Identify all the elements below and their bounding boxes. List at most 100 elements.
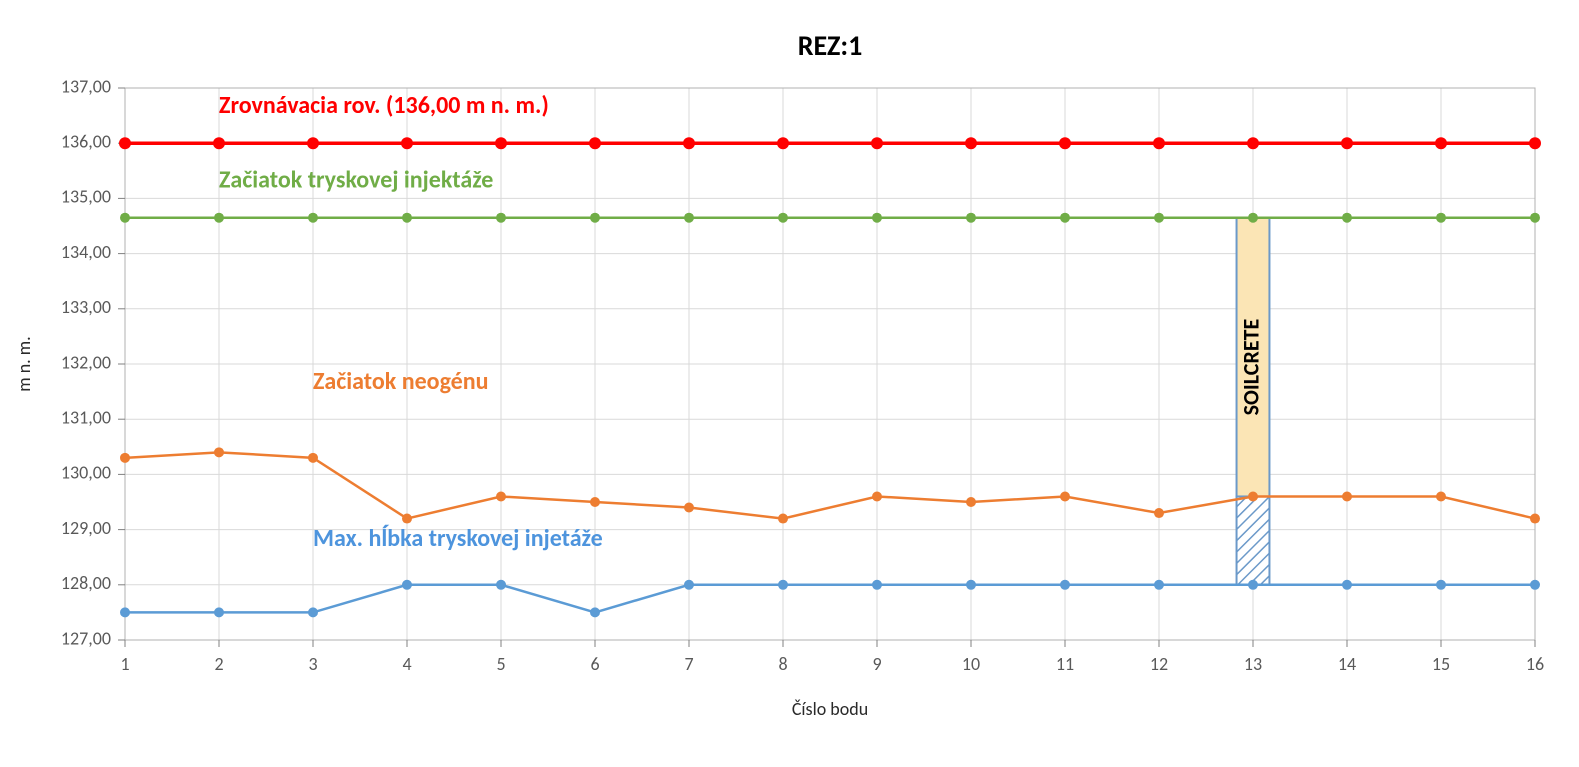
chart-container: SOILCRETE Zrovnávacia rov. (136,00 m n. m… (0, 0, 1579, 767)
series-marker (1530, 213, 1540, 223)
series-marker (1435, 137, 1447, 149)
xtick-label: 16 (1526, 653, 1544, 675)
ylabel: m n. m. (13, 336, 35, 391)
ytick-label: 137,00 (61, 75, 111, 97)
series-marker (778, 580, 788, 590)
chart-title: REZ:1 (798, 28, 863, 63)
series-marker (590, 213, 600, 223)
series-marker (120, 213, 130, 223)
series-marker (1248, 491, 1258, 501)
soilcrete-label: SOILCRETE (1237, 319, 1264, 416)
ytick-label: 135,00 (61, 186, 111, 208)
xlabel: Číslo bodu (792, 698, 868, 720)
series-marker (1530, 580, 1540, 590)
ytick-label: 136,00 (61, 130, 111, 152)
series-marker (402, 514, 412, 524)
xtick-label: 13 (1244, 653, 1262, 675)
series-marker (1153, 137, 1165, 149)
xtick-label: 4 (402, 653, 411, 675)
series-marker (1342, 580, 1352, 590)
series-marker (871, 137, 883, 149)
series-marker (965, 137, 977, 149)
ytick-label: 132,00 (61, 351, 111, 373)
series-marker (872, 213, 882, 223)
series-marker (119, 137, 131, 149)
series-label: Max. hĺbka tryskovej injetáže (313, 524, 603, 553)
series-marker (778, 514, 788, 524)
xtick-label: 3 (308, 653, 317, 675)
series-label: Zrovnávacia rov. (136,00 m n. m.) (219, 91, 549, 120)
chart-svg: SOILCRETE Zrovnávacia rov. (136,00 m n. m… (0, 0, 1579, 767)
xtick-label: 14 (1338, 653, 1356, 675)
xtick-label: 15 (1432, 653, 1450, 675)
series-marker (872, 491, 882, 501)
series-marker (1154, 580, 1164, 590)
xtick-label: 12 (1150, 653, 1168, 675)
series-marker (1342, 213, 1352, 223)
series-marker (966, 213, 976, 223)
series-marker (778, 213, 788, 223)
series-marker (401, 137, 413, 149)
series-marker (1529, 137, 1541, 149)
series-marker (402, 213, 412, 223)
series-marker (1248, 580, 1258, 590)
series-marker (589, 137, 601, 149)
xtick-label: 8 (778, 653, 787, 675)
series-marker (966, 580, 976, 590)
series-marker (590, 607, 600, 617)
series-marker (496, 491, 506, 501)
soilcrete-column-hatch (1237, 496, 1270, 584)
series-marker (214, 213, 224, 223)
series-label: Začiatok neogénu (313, 367, 489, 396)
series-marker (590, 497, 600, 507)
ytick-label: 131,00 (61, 406, 111, 428)
series-marker (1436, 491, 1446, 501)
series-marker (1248, 213, 1258, 223)
series-marker (872, 580, 882, 590)
series-marker (308, 213, 318, 223)
series-marker (1060, 580, 1070, 590)
series-marker (120, 453, 130, 463)
ytick-label: 129,00 (61, 517, 111, 539)
series-marker (1342, 491, 1352, 501)
xtick-label: 9 (872, 653, 881, 675)
series-marker (777, 137, 789, 149)
series-marker (495, 137, 507, 149)
xtick-label: 5 (496, 653, 505, 675)
series-marker (1247, 137, 1259, 149)
ytick-label: 133,00 (61, 296, 111, 318)
series-marker (308, 453, 318, 463)
series-marker (1154, 213, 1164, 223)
series-marker (1530, 514, 1540, 524)
series-marker (1059, 137, 1071, 149)
series-label: Začiatok tryskovej injektáže (219, 165, 493, 194)
ytick-label: 130,00 (61, 462, 111, 484)
ytick-label: 128,00 (61, 572, 111, 594)
xtick-label: 6 (590, 653, 599, 675)
xtick-label: 10 (962, 653, 980, 675)
series-marker (496, 213, 506, 223)
series-marker (214, 447, 224, 457)
series-marker (1436, 213, 1446, 223)
xtick-label: 11 (1056, 653, 1074, 675)
series-marker (307, 137, 319, 149)
series-marker (214, 607, 224, 617)
series-marker (120, 607, 130, 617)
ytick-label: 134,00 (61, 241, 111, 263)
series-marker (966, 497, 976, 507)
xtick-label: 2 (214, 653, 223, 675)
series-marker (213, 137, 225, 149)
series-marker (683, 137, 695, 149)
series-marker (402, 580, 412, 590)
ytick-label: 127,00 (61, 627, 111, 649)
series-marker (1060, 213, 1070, 223)
xtick-label: 7 (684, 653, 693, 675)
series-marker (1341, 137, 1353, 149)
series-marker (1436, 580, 1446, 590)
series-marker (496, 580, 506, 590)
series-marker (684, 213, 694, 223)
series-marker (1060, 491, 1070, 501)
series-marker (1154, 508, 1164, 518)
series-marker (308, 607, 318, 617)
xtick-label: 1 (120, 653, 129, 675)
